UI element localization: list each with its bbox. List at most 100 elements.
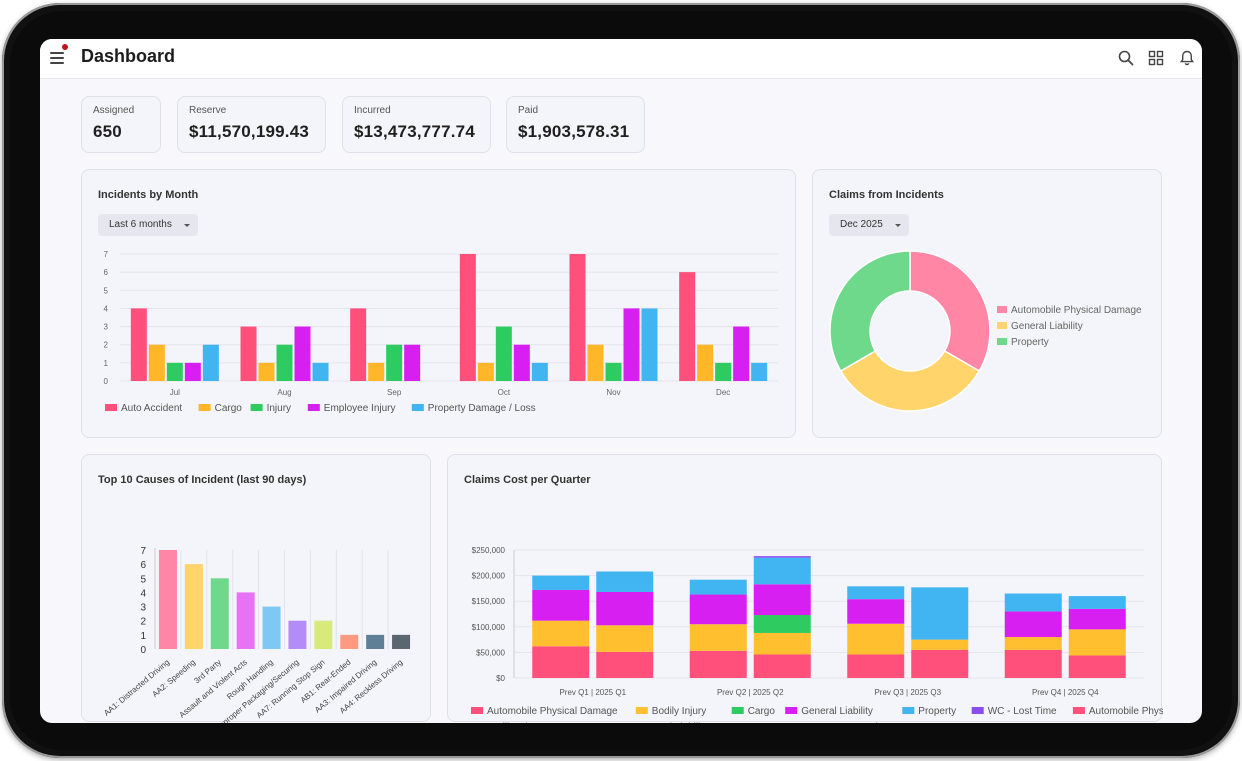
bar xyxy=(569,254,586,381)
bar xyxy=(679,272,696,381)
kpi-card-assigned[interactable]: Assigned 650 xyxy=(81,96,161,153)
bar xyxy=(294,326,311,381)
legend-label: General Liability xyxy=(636,722,708,723)
notification-dot xyxy=(62,44,68,50)
stacked-bar-segment xyxy=(1068,629,1126,656)
bar xyxy=(312,362,329,381)
x-tick-label: Prev Q3 | 2025 Q3 xyxy=(874,688,941,697)
bar xyxy=(210,578,229,649)
stacked-bar-segment xyxy=(689,650,747,678)
bar xyxy=(240,326,257,381)
bar xyxy=(495,326,512,381)
bar xyxy=(148,344,165,381)
bar xyxy=(697,344,714,381)
pie-slice xyxy=(829,250,911,373)
bar xyxy=(158,550,177,649)
legend-label: General Liability xyxy=(1011,321,1083,332)
chevron-down-icon xyxy=(183,224,190,227)
grid-icon[interactable] xyxy=(1147,49,1165,67)
search-icon[interactable] xyxy=(1117,49,1135,67)
y-tick-label: 0 xyxy=(140,645,146,656)
kpi-value: 650 xyxy=(93,122,122,141)
y-tick-label: $200,000 xyxy=(472,572,506,581)
stacked-bar-segment xyxy=(753,584,811,616)
bell-icon[interactable] xyxy=(1178,49,1196,67)
stacked-bar-segment xyxy=(596,591,654,626)
month-dropdown[interactable]: Dec 2025 xyxy=(829,214,909,236)
legend-swatch xyxy=(997,338,1007,345)
legend-label: Bodily Injury xyxy=(652,706,706,717)
y-tick-label: $250,000 xyxy=(472,546,506,555)
y-tick-label: $100,000 xyxy=(472,623,506,632)
bar xyxy=(733,326,750,381)
legend-swatch xyxy=(411,404,424,411)
period-dropdown[interactable]: Last 6 months xyxy=(98,214,198,236)
bar xyxy=(623,308,640,381)
kpi-label: Assigned xyxy=(93,105,135,116)
incidents-chart: 0 1 2 3 4 5 6 7 Jul Aug Sep Oct Nov Dec Auto Accident C… xyxy=(104,250,778,414)
y-tick-label: 4 xyxy=(104,304,109,313)
stacked-bar-segment xyxy=(753,556,811,558)
legend-label: WC - Lost Time xyxy=(823,722,892,723)
stacked-bar-segment xyxy=(532,589,590,621)
bar xyxy=(477,362,494,381)
legend-swatch xyxy=(902,707,915,714)
legend-swatch xyxy=(471,707,483,714)
bar xyxy=(276,344,293,381)
legend-label: Automobile Physical Damage xyxy=(1089,706,1163,717)
stacked-bar-segment xyxy=(596,625,654,652)
card-title: Top 10 Causes of Incident (last 90 days) xyxy=(98,474,307,486)
bar xyxy=(340,634,359,649)
pie-slice xyxy=(909,250,991,373)
kpi-value: $1,903,578.31 xyxy=(518,122,630,141)
bar xyxy=(587,344,604,381)
stacked-bar-segment xyxy=(689,594,747,625)
menu-icon[interactable] xyxy=(50,52,64,64)
bar xyxy=(605,362,622,381)
kpi-card-reserve[interactable]: Reserve $11,570,199.43 xyxy=(177,96,326,153)
legend-label: WC - Lost Time xyxy=(988,706,1057,717)
legend-label: Property xyxy=(918,706,956,717)
y-tick-label: 1 xyxy=(104,359,109,368)
legend-label: Bodily Injury xyxy=(487,722,541,723)
stacked-bar-segment xyxy=(1004,637,1062,650)
legend-label: Automobile Physical Damage xyxy=(487,706,618,717)
legend-swatch xyxy=(785,707,798,714)
legend-swatch xyxy=(997,306,1007,313)
bar xyxy=(184,564,203,649)
stacked-bar-segment xyxy=(911,639,969,650)
bar xyxy=(459,254,476,381)
stacked-bar-segment xyxy=(1068,655,1126,678)
legend-swatch xyxy=(198,404,211,411)
legend-swatch xyxy=(731,707,744,714)
legend-label: Automobile Physical Damage xyxy=(1011,305,1142,316)
stacked-bar-segment xyxy=(1004,593,1062,612)
bar xyxy=(236,592,255,649)
x-tick-label: Sep xyxy=(387,388,402,397)
kpi-card-paid[interactable]: Paid $1,903,578.31 xyxy=(506,96,645,153)
kpi-value: $11,570,199.43 xyxy=(189,122,310,141)
stacked-bar-segment xyxy=(689,624,747,651)
kpi-card-incurred[interactable]: Incurred $13,473,777.74 xyxy=(342,96,491,153)
kpi-label: Incurred xyxy=(354,105,391,116)
bar xyxy=(314,620,333,649)
bar xyxy=(513,344,530,381)
legend-swatch xyxy=(307,404,320,411)
y-tick-label: 7 xyxy=(104,250,109,259)
bar xyxy=(202,344,219,381)
card-title: Incidents by Month xyxy=(98,189,199,201)
stacked-bar-segment xyxy=(1004,649,1062,678)
y-tick-label: 3 xyxy=(140,603,146,614)
bar xyxy=(166,362,183,381)
page-title: Dashboard xyxy=(81,46,176,66)
x-tick-label: Prev Q1 | 2025 Q1 xyxy=(559,688,626,697)
legend-swatch xyxy=(971,707,984,714)
stacked-bar-segment xyxy=(753,615,811,633)
x-tick-label: Oct xyxy=(498,388,511,397)
y-tick-label: 2 xyxy=(140,617,146,628)
bar xyxy=(366,634,385,649)
stacked-bar-segment xyxy=(847,599,905,624)
incidents-by-month-card: Incidents by Month Last 6 months 0 1 2 3 4 5 6… xyxy=(81,169,796,438)
y-tick-label: 7 xyxy=(140,546,146,557)
